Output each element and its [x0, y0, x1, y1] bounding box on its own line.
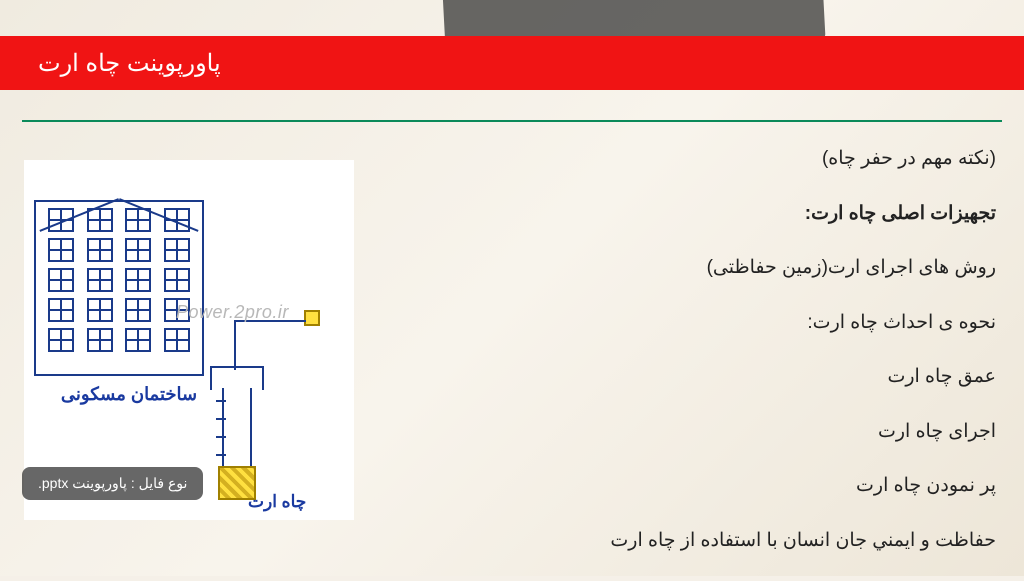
file-type-badge: نوع فایل : پاورپوینت pptx.	[22, 467, 203, 500]
well-label: چاه ارت	[248, 492, 306, 512]
content-line: حفاظت و ایمني جان انسان با استفاده از چا…	[376, 527, 996, 556]
content-line: روش های اجرای ارت(زمین حفاظتی)	[376, 254, 996, 283]
content-line: عمق چاه ارت	[376, 363, 996, 392]
title-bar: پاورپوینت چاه ارت	[0, 36, 1024, 90]
title-underline	[22, 120, 1002, 122]
well-icon	[210, 310, 340, 510]
content-line: اجرای چاه ارت	[376, 418, 996, 447]
content-list: (نکته مهم در حفر چاه) تجهیزات اصلی چاه ا…	[376, 145, 996, 581]
content-line: تجهیزات اصلی چاه ارت:	[376, 200, 996, 229]
content-line: پر نمودن چاه ارت	[376, 472, 996, 501]
slide-title: پاورپوینت چاه ارت	[38, 49, 221, 78]
content-line: نحوه ی احداث چاه ارت:	[376, 309, 996, 338]
roof-outline	[34, 166, 204, 200]
file-badge-value: پاورپوینت pptx.	[38, 475, 127, 491]
file-badge-label: نوع فایل :	[131, 475, 188, 491]
earthing-diagram: ساختمان مسکونی چاه ارت	[24, 160, 354, 520]
content-line: (نکته مهم در حفر چاه)	[376, 145, 996, 174]
building-label: ساختمان مسکونی	[34, 384, 224, 405]
